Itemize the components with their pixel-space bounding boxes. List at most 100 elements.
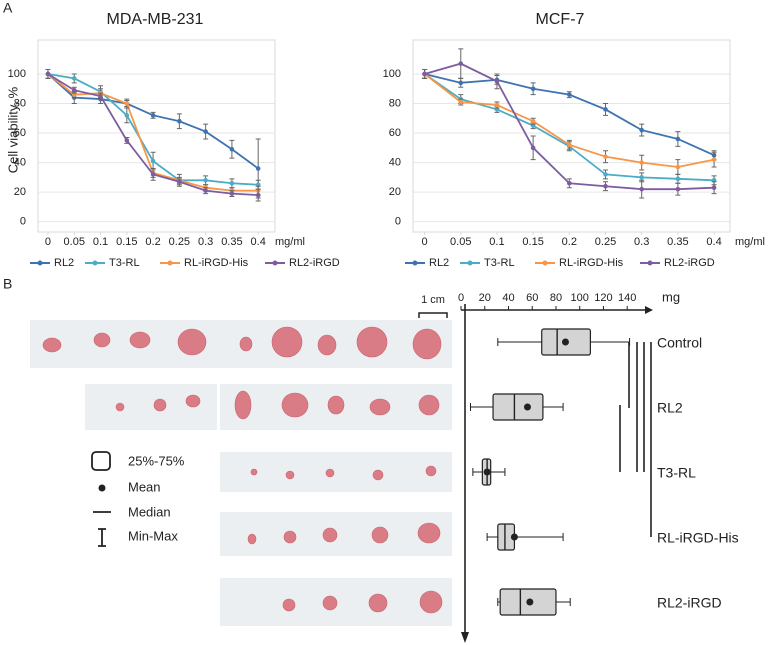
tumor-photo	[425, 465, 437, 477]
significance-bars	[619, 342, 652, 537]
tumor-photo	[234, 390, 252, 420]
y-tick-label: 60	[389, 127, 401, 139]
data-point	[603, 154, 608, 159]
tumor-photo	[250, 468, 258, 476]
legend-mean-icon	[98, 484, 106, 492]
legend-swatch	[167, 260, 173, 266]
tumor-photo	[327, 395, 345, 415]
x-tick-label: 0.05	[450, 236, 471, 248]
category-label: RL-iRGD-His	[657, 530, 739, 546]
legend-label: 25%-75%	[128, 453, 185, 468]
x-tick-label: 20	[479, 292, 491, 304]
x-tick-label: 0.25	[169, 236, 190, 248]
data-point	[203, 178, 208, 183]
chart-title: MCF-7	[536, 11, 585, 28]
data-point	[422, 71, 427, 77]
axis-arrow	[645, 306, 653, 314]
x-tick-label: 0	[458, 292, 464, 304]
legend-label: RL2	[54, 257, 74, 269]
data-point	[71, 76, 77, 81]
legend-label: RL2-iRGD	[664, 257, 715, 269]
x-tick-label: 0.2	[145, 236, 160, 248]
tumor-photo	[283, 530, 297, 544]
y-tick-label: 100	[8, 68, 26, 80]
tumor-photo	[325, 468, 335, 478]
y-axis-label: Cell viability, %	[5, 86, 20, 173]
tumor-photo	[419, 590, 443, 614]
data-point	[255, 166, 261, 171]
legend-label: RL-iRGD-His	[559, 257, 624, 269]
x-tick-label: 0.05	[64, 236, 85, 248]
scale-label: 1 cm	[421, 294, 445, 306]
x-tick-label: 0.4	[251, 236, 266, 248]
y-tick-label: 80	[389, 97, 401, 109]
tumor-photo	[93, 332, 111, 348]
data-point	[177, 118, 182, 124]
legend-range-icon	[98, 528, 106, 547]
x-tick-label: 0.15	[522, 236, 543, 248]
legend-label: T3-RL	[109, 257, 140, 269]
tumor-photo	[115, 402, 125, 412]
data-point	[98, 93, 103, 99]
data-point	[494, 79, 500, 84]
x-tick-label: 80	[550, 292, 562, 304]
data-point	[675, 136, 681, 142]
tumor-photo	[129, 331, 151, 349]
scale-bar	[418, 312, 448, 318]
legend-label: T3-RL	[484, 257, 515, 269]
x-tick-label: 0.2	[562, 236, 577, 248]
tumor-photo	[322, 527, 338, 543]
legend-swatch	[542, 260, 548, 266]
x-tick-label: 40	[502, 292, 514, 304]
data-point	[675, 186, 681, 192]
tumor-photo	[239, 336, 253, 352]
legend-swatch	[412, 260, 418, 266]
tumor-photo	[271, 326, 303, 358]
x-unit-label: mg/ml	[275, 236, 305, 248]
legend-label: Mean	[128, 479, 161, 494]
data-point	[567, 142, 572, 148]
tumor-photo	[322, 595, 338, 611]
y-tick-label: 0	[20, 216, 26, 228]
tumor-photo	[317, 334, 337, 356]
x-tick-label: 0.3	[634, 236, 649, 248]
legend-swatch	[92, 260, 98, 266]
y-tick-label: 20	[14, 186, 26, 198]
data-point	[675, 164, 681, 170]
plot-frame	[37, 39, 276, 233]
legend-swatch	[272, 260, 278, 266]
legend-swatch	[467, 260, 473, 266]
x-tick-label: 0.3	[198, 236, 213, 248]
tumor-photo	[417, 522, 441, 544]
data-point	[567, 92, 572, 97]
data-point	[45, 71, 51, 77]
mean	[510, 533, 518, 541]
x-tick-label: 0	[45, 236, 51, 248]
y-tick-label: 20	[389, 186, 401, 198]
tumor-photo	[356, 326, 388, 358]
legend-swatch	[37, 260, 43, 266]
data-point	[229, 146, 235, 152]
chart-title: MDA-MB-231	[107, 11, 204, 28]
axis-arrow	[461, 632, 469, 643]
x-tick-label: 100	[571, 292, 589, 304]
data-point	[530, 145, 536, 151]
data-point	[639, 160, 645, 165]
y-tick-label: 0	[395, 216, 401, 228]
mean	[523, 403, 531, 411]
series-line	[424, 73, 715, 168]
data-point	[229, 180, 235, 186]
mean	[483, 468, 491, 476]
legend-swatch	[647, 260, 653, 266]
x-tick-label: 0	[422, 236, 428, 248]
legend-label: RL-iRGD-His	[184, 257, 249, 269]
box	[492, 393, 544, 421]
tumor-photo	[185, 394, 201, 408]
data-point	[458, 99, 464, 105]
data-point	[150, 172, 156, 177]
data-point	[150, 158, 156, 164]
x-tick-label: 60	[526, 292, 538, 304]
legend-box-icon	[91, 451, 111, 471]
tumor-photo	[281, 392, 309, 418]
